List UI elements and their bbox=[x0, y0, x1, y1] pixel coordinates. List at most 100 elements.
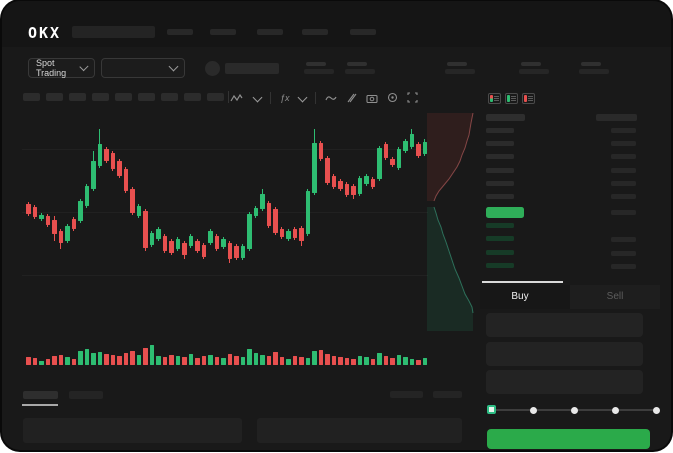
candle bbox=[169, 241, 174, 253]
candle bbox=[364, 176, 369, 184]
mode-icon-line bbox=[494, 98, 499, 99]
amount-input-skeleton[interactable] bbox=[486, 342, 643, 366]
tab-sell[interactable]: Sell bbox=[606, 291, 624, 302]
compare-chevron-icon[interactable] bbox=[297, 92, 307, 103]
pair-name-skeleton bbox=[225, 63, 279, 74]
candle bbox=[175, 239, 180, 249]
volume-bar bbox=[247, 349, 252, 365]
toolbar-chip-skeleton[interactable] bbox=[46, 93, 63, 101]
toolbar-chip-skeleton[interactable] bbox=[23, 93, 40, 101]
candle bbox=[357, 178, 362, 194]
slider-stop-dot[interactable] bbox=[611, 407, 619, 414]
last-price-highlight[interactable] bbox=[486, 207, 524, 218]
candle bbox=[227, 243, 232, 259]
candle bbox=[292, 229, 297, 238]
volume-bar bbox=[175, 356, 180, 365]
target-icon[interactable] bbox=[387, 92, 398, 103]
buy-submit-button[interactable] bbox=[487, 429, 650, 449]
toolbar-chip-skeleton[interactable] bbox=[69, 93, 86, 101]
ask-amount-skeleton bbox=[611, 194, 636, 199]
chart-gridline bbox=[22, 275, 428, 276]
candle bbox=[409, 134, 414, 147]
toolbar-chip-skeleton[interactable] bbox=[161, 93, 178, 101]
mode-icon-line bbox=[494, 96, 499, 97]
nav-item-skeleton bbox=[210, 29, 236, 35]
candle bbox=[188, 236, 193, 246]
trendline-icon[interactable] bbox=[324, 94, 337, 102]
volume-bar bbox=[91, 353, 96, 365]
bid-amount-skeleton bbox=[611, 264, 636, 270]
ask-price-skeleton bbox=[486, 194, 514, 199]
bottom-tab-skeleton[interactable] bbox=[69, 391, 103, 399]
candle bbox=[214, 236, 219, 249]
candle bbox=[331, 176, 336, 187]
bottom-right-control-skeleton[interactable] bbox=[433, 391, 462, 398]
bottom-right-control-skeleton[interactable] bbox=[390, 391, 423, 398]
total-input-skeleton[interactable] bbox=[486, 370, 643, 394]
brush-lines-icon[interactable] bbox=[346, 93, 357, 103]
price-input-skeleton[interactable] bbox=[486, 313, 643, 337]
interval-chevron-icon[interactable] bbox=[252, 92, 263, 103]
chart-type-zigzag-icon[interactable] bbox=[230, 93, 243, 103]
tab-buy[interactable]: Buy bbox=[511, 291, 529, 302]
mode-icon-line bbox=[511, 96, 516, 97]
candle bbox=[84, 186, 89, 206]
camera-icon[interactable] bbox=[365, 93, 378, 103]
bottom-tab-active-skeleton[interactable] bbox=[23, 391, 58, 399]
slider-handle[interactable] bbox=[487, 405, 496, 414]
volume-bar bbox=[162, 357, 167, 365]
stat-label-skeleton bbox=[347, 62, 367, 66]
mode-icon-line bbox=[528, 100, 533, 101]
toolbar-chip-skeleton[interactable] bbox=[138, 93, 155, 101]
candle bbox=[240, 246, 245, 258]
volume-bar bbox=[188, 354, 193, 365]
volume-bar bbox=[45, 359, 50, 365]
candle bbox=[78, 201, 83, 221]
volume-bar bbox=[331, 356, 336, 365]
candle bbox=[39, 215, 44, 219]
history-panel-skeleton bbox=[257, 418, 462, 443]
toolbar-chip-skeleton[interactable] bbox=[184, 93, 201, 101]
chevron-down-icon bbox=[79, 62, 89, 71]
stat-label-skeleton bbox=[521, 62, 541, 66]
mode-icon-line bbox=[511, 98, 516, 99]
candle bbox=[305, 191, 310, 234]
candle bbox=[182, 243, 187, 255]
mode-icon-lines bbox=[494, 96, 499, 101]
volume-bar bbox=[110, 355, 115, 365]
trade-tabbar: Buy Sell bbox=[480, 285, 660, 309]
toolbar-chip-skeleton[interactable] bbox=[115, 93, 132, 101]
toolbar-chip-skeleton[interactable] bbox=[207, 93, 224, 101]
candle bbox=[253, 208, 258, 216]
candle bbox=[221, 239, 226, 247]
mode-icon-color-column bbox=[490, 95, 493, 102]
slider-stop-dot[interactable] bbox=[529, 407, 537, 414]
orderbook-header-price-skeleton bbox=[486, 114, 525, 121]
indicators-fx-icon[interactable]: ƒx bbox=[280, 92, 290, 103]
ask-price-skeleton bbox=[486, 180, 514, 186]
candle bbox=[318, 143, 323, 159]
bid-amount-skeleton bbox=[611, 237, 636, 243]
book-asks-icon[interactable] bbox=[522, 93, 535, 104]
volume-bar bbox=[403, 357, 408, 365]
candle bbox=[422, 142, 427, 154]
slider-stop-dot[interactable] bbox=[570, 407, 578, 414]
volume-bar bbox=[227, 354, 232, 365]
volume-bar bbox=[338, 357, 343, 365]
book-combined-icon[interactable] bbox=[488, 93, 501, 104]
slider-stop-dot[interactable] bbox=[652, 407, 660, 414]
ask-amount-skeleton bbox=[611, 154, 636, 160]
candlestick-chart[interactable] bbox=[22, 109, 428, 336]
market-type-selector[interactable]: Spot Trading bbox=[28, 58, 95, 78]
fullscreen-icon[interactable] bbox=[406, 92, 418, 103]
pair-selector-dropdown[interactable] bbox=[101, 58, 185, 78]
nav-item-skeleton bbox=[302, 29, 328, 35]
book-bids-icon[interactable] bbox=[505, 93, 518, 104]
stat-label-skeleton bbox=[306, 62, 326, 66]
toolbar-chip-skeleton[interactable] bbox=[92, 93, 109, 101]
market-type-label: Spot Trading bbox=[36, 58, 67, 78]
volume-bar bbox=[136, 355, 141, 365]
depth-asks-line bbox=[433, 113, 474, 202]
volume-bar bbox=[396, 355, 401, 365]
